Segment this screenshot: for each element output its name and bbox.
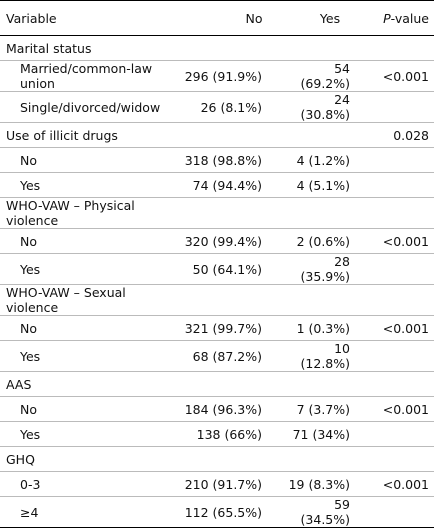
header-cell: P-value — [360, 0, 434, 36]
data-row: Married/common-law union 296 (91.9%) 54 (6… — [0, 60, 434, 92]
group-row: Use of illicit drugs 0.028 — [0, 122, 434, 148]
row-label: Yes — [0, 172, 178, 198]
group-row: AAS — [0, 371, 434, 397]
cell — [280, 371, 360, 397]
p-value — [360, 340, 434, 372]
header-cell: Yes — [280, 0, 360, 36]
yes-count: 1 (0.3%) — [280, 315, 360, 341]
p-value — [360, 371, 434, 397]
group-row: Marital status — [0, 35, 434, 61]
group-row: GHQ — [0, 446, 434, 472]
no-count: 318 (98.8%) — [178, 147, 280, 173]
cell — [280, 35, 360, 61]
data-row: No 184 (96.3%) 7 (3.7%) <0.001 — [0, 396, 434, 422]
cell — [280, 122, 360, 148]
group-title: WHO-VAW – Physical violence — [0, 197, 178, 229]
p-value — [360, 253, 434, 285]
group-row: WHO-VAW – Sexual violence — [0, 284, 434, 316]
cell — [178, 371, 280, 397]
header-cell: No — [178, 0, 280, 36]
no-count: 74 (94.4%) — [178, 172, 280, 198]
data-row: No 320 (99.4%) 2 (0.6%) <0.001 — [0, 228, 434, 254]
row-label: No — [0, 315, 178, 341]
row-label: ≥4 — [20, 504, 39, 520]
no-count: 296 (91.9%) — [178, 60, 280, 92]
no-count: 320 (99.4%) — [178, 228, 280, 254]
yes-count: 71 (34%) — [280, 421, 360, 447]
no-count: 68 (87.2%) — [178, 340, 280, 372]
header-cell: Variable — [0, 0, 178, 36]
cell — [280, 284, 360, 316]
table-header: Variable No Yes P-value — [0, 0, 434, 36]
cell — [178, 197, 280, 229]
no-count: 50 (64.1%) — [178, 253, 280, 285]
group-title: AAS — [0, 371, 178, 397]
cell — [178, 35, 280, 61]
p-value — [360, 35, 434, 61]
data-row: Yes 74 (94.4%) 4 (5.1%) — [0, 172, 434, 198]
data-row: No 321 (99.7%) 1 (0.3%) <0.001 — [0, 315, 434, 341]
data-row: 0-3 210 (91.7%) 19 (8.3%) <0.001 — [0, 471, 434, 497]
row-label: No — [0, 228, 178, 254]
p-value — [360, 497, 434, 528]
yes-count: 54 (69.2%) — [280, 60, 360, 92]
data-row: Yes 68 (87.2%) 10 (12.8%) — [0, 340, 434, 372]
row-label: Yes — [0, 340, 178, 372]
group-title: Marital status — [0, 35, 178, 61]
no-count: 138 (66%) — [178, 421, 280, 447]
row-label: Single/divorced/widow — [0, 91, 178, 123]
p-value: <0.001 — [360, 60, 434, 92]
yes-count: 24 (30.8%) — [280, 91, 360, 123]
yes-count: 2 (0.6%) — [280, 228, 360, 254]
no-count: 184 (96.3%) — [178, 396, 280, 422]
data-row: Single/divorced/widow 26 (8.1%) 24 (30.8%) — [0, 91, 434, 123]
row-label: 0-3 — [0, 471, 178, 497]
cell — [178, 284, 280, 316]
yes-count: 7 (3.7%) — [280, 396, 360, 422]
p-value: <0.001 — [360, 396, 434, 422]
cell — [178, 446, 280, 472]
p-value — [360, 421, 434, 447]
table-body: Marital status Married/common-law union 29… — [0, 35, 434, 528]
p-value: <0.001 — [360, 228, 434, 254]
p-value: <0.001 — [360, 315, 434, 341]
no-count: 26 (8.1%) — [178, 91, 280, 123]
yes-count: 19 (8.3%) — [280, 471, 360, 497]
p-value — [360, 197, 434, 229]
group-title: Use of illicit drugs — [0, 122, 178, 148]
data-row: No 318 (98.8%) 4 (1.2%) — [0, 147, 434, 173]
p-value — [360, 446, 434, 472]
yes-count: 59 (34.5%) — [300, 497, 350, 527]
p-value — [360, 147, 434, 173]
row-label: No — [0, 147, 178, 173]
no-count: 321 (99.7%) — [178, 315, 280, 341]
cell — [280, 446, 360, 472]
p-value: 0.028 — [360, 122, 434, 148]
yes-count: 10 (12.8%) — [280, 340, 360, 372]
row-label: Yes — [0, 253, 178, 285]
row-label: Yes — [0, 421, 178, 447]
p-value — [360, 284, 434, 316]
group-title: WHO-VAW – Sexual violence — [0, 284, 178, 316]
p-value: <0.001 — [360, 471, 434, 497]
yes-count: 4 (1.2%) — [280, 147, 360, 173]
p-value — [360, 172, 434, 198]
yes-count: 28 (35.9%) — [280, 253, 360, 285]
group-row: WHO-VAW – Physical violence — [0, 197, 434, 229]
cell — [178, 122, 280, 148]
header-row: Variable No Yes P-value — [0, 0, 434, 36]
yes-count: 4 (5.1%) — [280, 172, 360, 198]
group-title: GHQ — [0, 446, 178, 472]
row-label: Married/common-law union — [0, 60, 178, 92]
data-row: Yes 50 (64.1%) 28 (35.9%) — [0, 253, 434, 285]
no-count: 210 (91.7%) — [178, 471, 280, 497]
data-row: Yes 138 (66%) 71 (34%) — [0, 421, 434, 447]
cell — [280, 197, 360, 229]
no-count: 112 (65.5%) — [184, 504, 262, 520]
data-row: ≥4 112 (65.5%) 59 (34.5%) — [0, 497, 434, 528]
row-label: No — [0, 396, 178, 422]
p-value — [360, 91, 434, 123]
